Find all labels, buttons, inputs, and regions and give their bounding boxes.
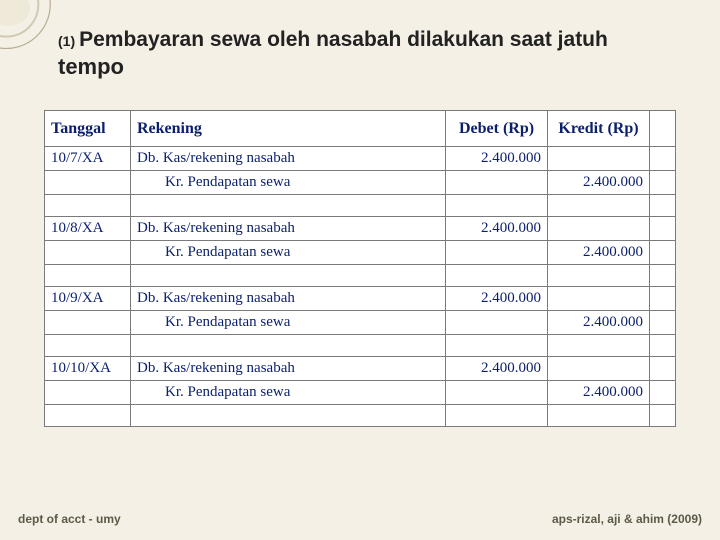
cell-extra	[650, 405, 676, 427]
header-extra	[650, 111, 676, 147]
cell-kredit: 2.400.000	[548, 241, 650, 265]
cell-extra	[650, 195, 676, 217]
table-row: 10/9/XADb. Kas/rekening nasabah2.400.000	[45, 287, 676, 311]
cell-debet: 2.400.000	[446, 147, 548, 171]
cell-rekening: Kr. Pendapatan sewa	[131, 241, 446, 265]
cell-tanggal	[45, 311, 131, 335]
table-row: 10/8/XADb. Kas/rekening nasabah2.400.000	[45, 217, 676, 241]
cell-extra	[650, 311, 676, 335]
cell-debet	[446, 241, 548, 265]
table-row	[45, 405, 676, 427]
footer-left: dept of acct - umy	[18, 512, 121, 526]
cell-tanggal	[45, 241, 131, 265]
cell-rekening: Kr. Pendapatan sewa	[131, 381, 446, 405]
accounting-table: Tanggal Rekening Debet (Rp) Kredit (Rp) …	[44, 110, 676, 427]
table-header-row: Tanggal Rekening Debet (Rp) Kredit (Rp)	[45, 111, 676, 147]
cell-kredit	[548, 195, 650, 217]
cell-rekening: Db. Kas/rekening nasabah	[131, 287, 446, 311]
cell-extra	[650, 171, 676, 195]
table-row	[45, 195, 676, 217]
cell-tanggal	[45, 171, 131, 195]
header-kredit: Kredit (Rp)	[548, 111, 650, 147]
cell-debet	[446, 335, 548, 357]
cell-kredit: 2.400.000	[548, 171, 650, 195]
cell-kredit	[548, 287, 650, 311]
cell-tanggal: 10/9/XA	[45, 287, 131, 311]
cell-tanggal: 10/8/XA	[45, 217, 131, 241]
cell-tanggal	[45, 335, 131, 357]
cell-debet: 2.400.000	[446, 287, 548, 311]
cell-debet	[446, 381, 548, 405]
table-row	[45, 265, 676, 287]
title-prefix: (1)	[58, 33, 75, 49]
cell-extra	[650, 287, 676, 311]
header-tanggal: Tanggal	[45, 111, 131, 147]
cell-kredit: 2.400.000	[548, 311, 650, 335]
cell-kredit	[548, 265, 650, 287]
cell-tanggal: 10/10/XA	[45, 357, 131, 381]
table-row: Kr. Pendapatan sewa 2.400.000	[45, 381, 676, 405]
cell-rekening: Db. Kas/rekening nasabah	[131, 147, 446, 171]
table-row	[45, 335, 676, 357]
cell-tanggal	[45, 265, 131, 287]
header-rekening: Rekening	[131, 111, 446, 147]
cell-debet	[446, 195, 548, 217]
table-row: 10/7/XADb. Kas/rekening nasabah2.400.000	[45, 147, 676, 171]
cell-kredit	[548, 147, 650, 171]
table-row: 10/10/XADb. Kas/rekening nasabah2.400.00…	[45, 357, 676, 381]
cell-kredit: 2.400.000	[548, 381, 650, 405]
cell-extra	[650, 335, 676, 357]
cell-rekening: Kr. Pendapatan sewa	[131, 171, 446, 195]
cell-extra	[650, 357, 676, 381]
slide-title: (1) Pembayaran sewa oleh nasabah dilakuk…	[0, 0, 720, 90]
cell-tanggal	[45, 405, 131, 427]
cell-kredit	[548, 217, 650, 241]
header-debet: Debet (Rp)	[446, 111, 548, 147]
cell-kredit	[548, 335, 650, 357]
footer-right: aps-rizal, aji & ahim (2009)	[552, 512, 702, 526]
cell-extra	[650, 265, 676, 287]
cell-debet	[446, 171, 548, 195]
cell-debet	[446, 265, 548, 287]
title-line-2: tempo	[58, 54, 680, 80]
cell-debet: 2.400.000	[446, 357, 548, 381]
table-row: Kr. Pendapatan sewa 2.400.000	[45, 311, 676, 335]
cell-extra	[650, 241, 676, 265]
cell-rekening: Db. Kas/rekening nasabah	[131, 217, 446, 241]
title-line-1: Pembayaran sewa oleh nasabah dilakukan s…	[79, 28, 608, 51]
table-row: Kr. Pendapatan sewa 2.400.000	[45, 171, 676, 195]
cell-kredit	[548, 357, 650, 381]
cell-extra	[650, 381, 676, 405]
cell-tanggal	[45, 381, 131, 405]
cell-rekening	[131, 405, 446, 427]
table-row: Kr. Pendapatan sewa 2.400.000	[45, 241, 676, 265]
cell-debet	[446, 311, 548, 335]
cell-tanggal	[45, 195, 131, 217]
cell-debet	[446, 405, 548, 427]
cell-rekening: Kr. Pendapatan sewa	[131, 311, 446, 335]
cell-rekening	[131, 335, 446, 357]
cell-tanggal: 10/7/XA	[45, 147, 131, 171]
cell-kredit	[548, 405, 650, 427]
cell-extra	[650, 147, 676, 171]
cell-rekening	[131, 195, 446, 217]
cell-debet: 2.400.000	[446, 217, 548, 241]
cell-extra	[650, 217, 676, 241]
cell-rekening	[131, 265, 446, 287]
cell-rekening: Db. Kas/rekening nasabah	[131, 357, 446, 381]
